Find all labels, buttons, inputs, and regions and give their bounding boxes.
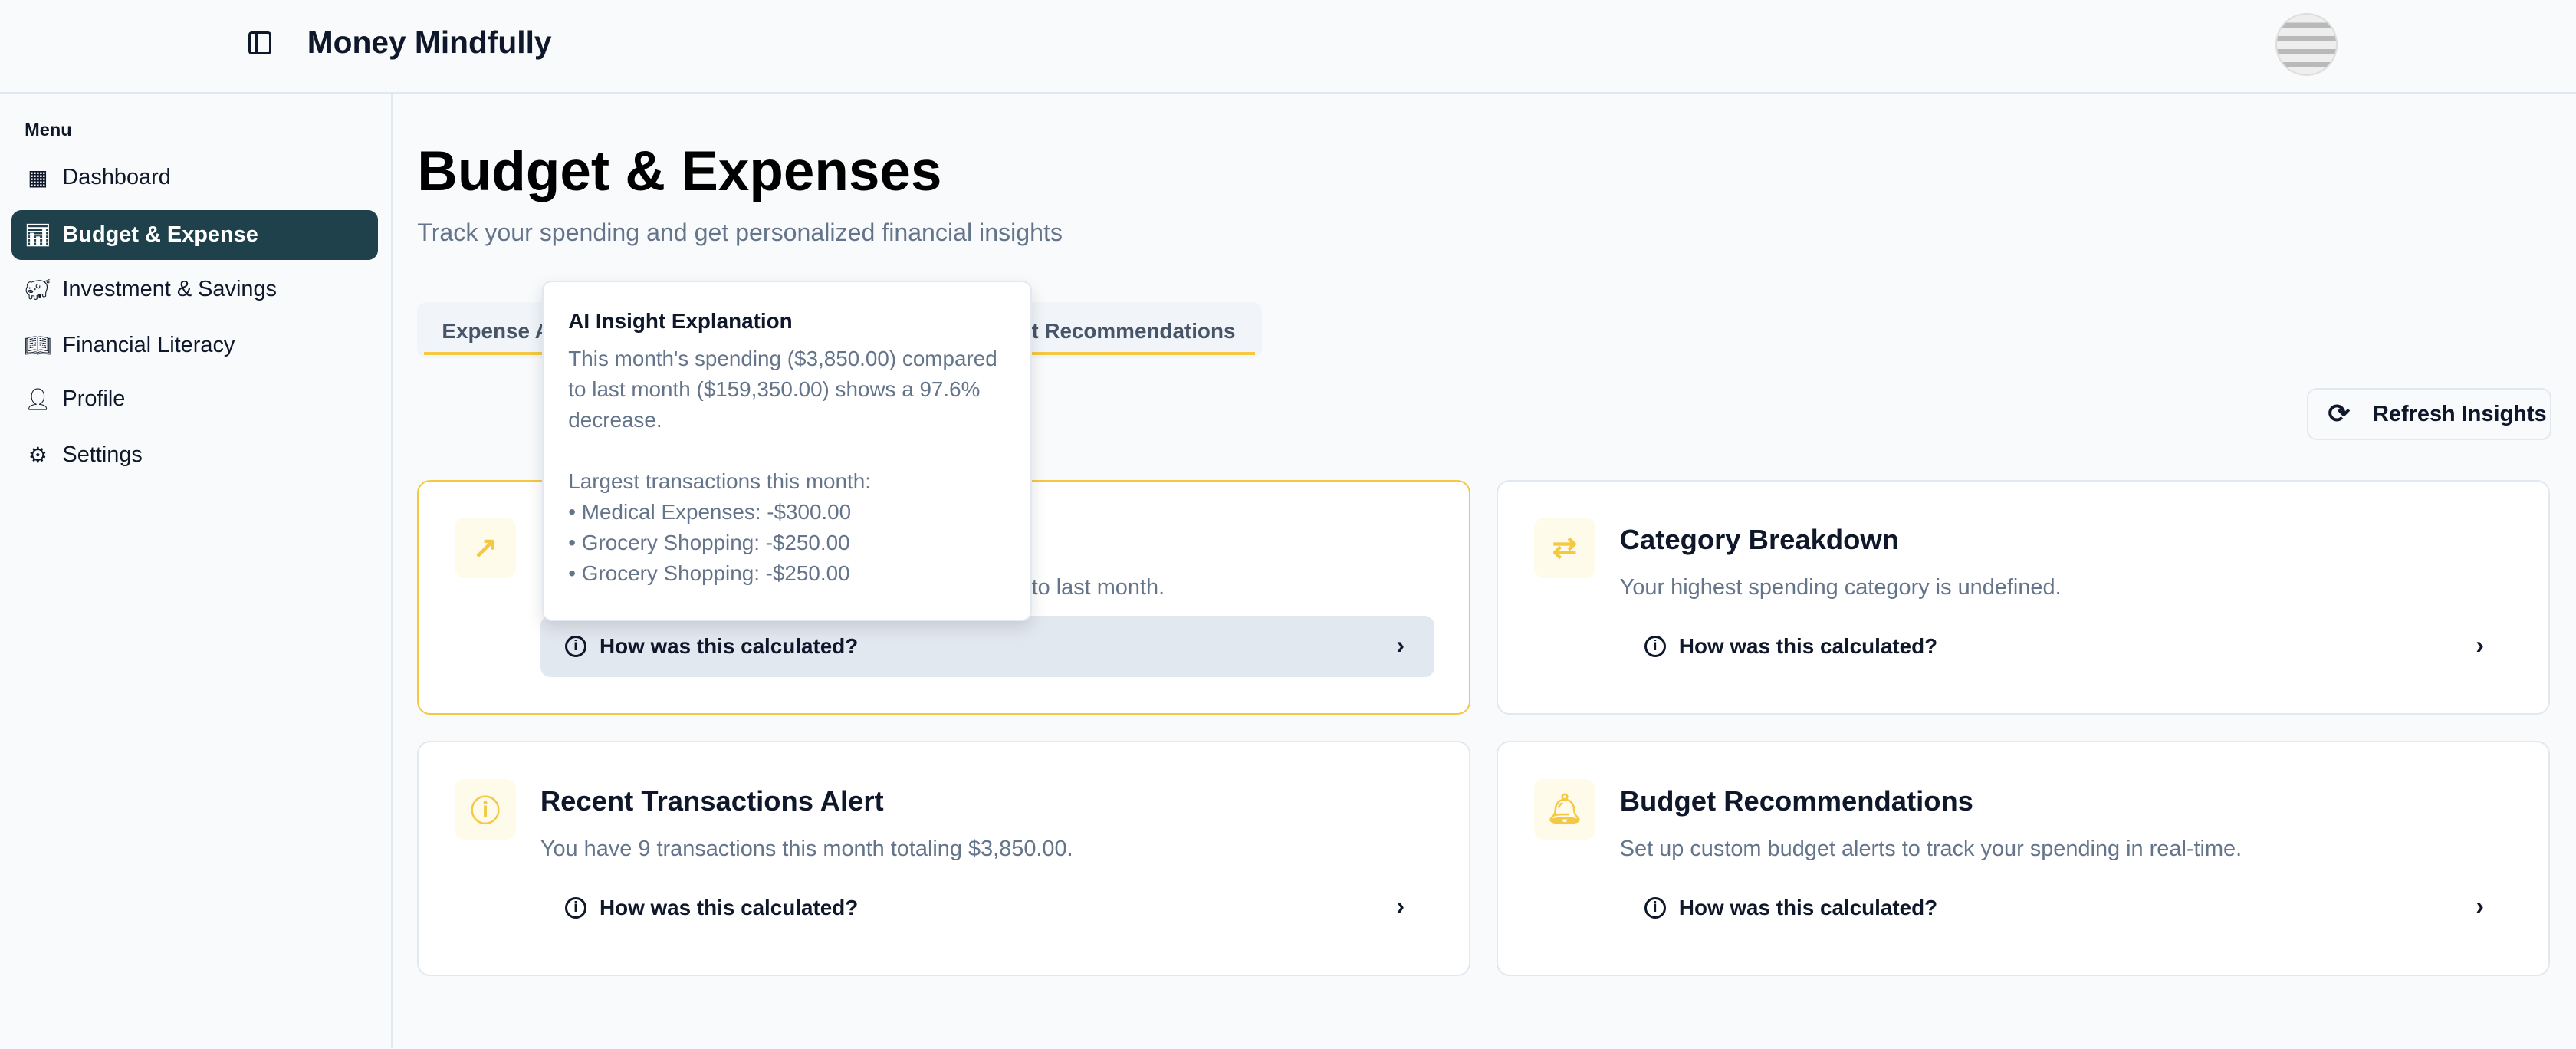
how-calculated-button[interactable]: i How was this calculated? › <box>540 616 1434 677</box>
tooltip-line: This month's spending ($3,850.00) compar… <box>568 346 997 370</box>
info-icon: i <box>564 896 586 919</box>
info-icon: i <box>1644 896 1666 919</box>
app-title: Money Mindfully <box>307 25 552 61</box>
sidebar-toggle-icon[interactable] <box>248 31 271 54</box>
tab-recommendations[interactable]: ct Recommendations <box>1019 318 1236 343</box>
card-description: You have 9 transactions this month total… <box>540 836 1073 861</box>
sidebar-item-budget-expense[interactable]: 📊︎ Budget & Expense <box>12 210 378 260</box>
sidebar-item-profile[interactable]: 👤︎ Profile <box>12 375 378 424</box>
insight-card-transactions: ⓘ Recent Transactions Alert You have 9 t… <box>417 741 1470 976</box>
tooltip-line: • Grocery Shopping: -$250.00 <box>568 531 850 554</box>
card-description: Set up custom budget alerts to track you… <box>1619 836 2242 861</box>
card-title: Category Breakdown <box>1619 524 1899 556</box>
dashboard-icon: ▦ <box>28 165 48 189</box>
how-label: How was this calculated? <box>599 634 859 659</box>
chevron-right-icon: › <box>1396 630 1405 659</box>
insight-explanation-tooltip: AI Insight Explanation This month's spen… <box>542 281 1032 621</box>
info-icon: i <box>1644 636 1666 657</box>
sidebar-item-label: Investment & Savings <box>62 276 277 301</box>
tooltip-line: • Medical Expenses: -$300.00 <box>568 499 852 524</box>
how-label: How was this calculated? <box>1678 634 1938 659</box>
sidebar-item-dashboard[interactable]: ▦ Dashboard <box>12 153 378 202</box>
book-icon: 📖︎ <box>24 333 51 357</box>
how-calculated-button[interactable]: i How was this calculated? › <box>1620 877 2514 938</box>
sidebar-item-label: Profile <box>62 386 126 412</box>
how-label: How was this calculated? <box>1678 895 1938 919</box>
tooltip-line <box>568 436 1005 466</box>
how-calculated-button[interactable]: i How was this calculated? › <box>1620 616 2514 676</box>
how-label: How was this calculated? <box>599 895 859 919</box>
card-description: Your highest spending category is undefi… <box>1619 574 2062 600</box>
piggy-bank-icon: 🐖︎ <box>24 277 51 301</box>
bell-icon: 🔔︎ <box>1534 778 1595 840</box>
info-icon: i <box>564 636 586 657</box>
sidebar-item-label: Financial Literacy <box>62 332 235 357</box>
insight-card-category: ⇄ Category Breakdown Your highest spendi… <box>1497 479 2550 715</box>
refresh-insights-button[interactable]: ⟳ Refresh Insights <box>2306 387 2551 441</box>
chevron-right-icon: › <box>2476 892 2484 920</box>
trending-up-icon: ↗ <box>455 517 516 579</box>
page-title: Budget & Expenses <box>417 140 942 203</box>
refresh-label: Refresh Insights <box>2373 401 2547 426</box>
gear-icon: ⚙ <box>28 443 48 468</box>
top-bar: Money Mindfully <box>0 0 2576 94</box>
how-calculated-button[interactable]: i How was this calculated? › <box>540 877 1434 938</box>
sidebar-item-investment-savings[interactable]: 🐖︎ Investment & Savings <box>12 265 378 314</box>
tab-expense-analysis[interactable]: Expense A <box>442 318 550 343</box>
sidebar-item-label: Dashboard <box>62 164 171 189</box>
repeat-icon: ⇄ <box>1534 517 1595 579</box>
sidebar-item-settings[interactable]: ⚙ Settings <box>12 430 378 479</box>
sidebar-item-label: Budget & Expense <box>62 222 258 247</box>
tooltip-title: AI Insight Explanation <box>568 308 793 333</box>
insight-card-budget: 🔔︎ Budget Recommendations Set up custom … <box>1497 741 2550 976</box>
chevron-right-icon: › <box>2476 630 2484 659</box>
tooltip-line: to last month ($159,350.00) shows a 97.6… <box>568 377 981 401</box>
sidebar: Menu ▦ Dashboard 📊︎ Budget & Expense 🐖︎ Inv… <box>0 94 393 1049</box>
menu-label: Menu <box>25 120 72 140</box>
tooltip-line: Largest transactions this month: <box>568 469 871 493</box>
refresh-icon: ⟳ <box>2328 400 2351 429</box>
page-subtitle: Track your spending and get personalized… <box>417 219 1063 246</box>
user-icon: 👤︎ <box>24 387 51 412</box>
avatar[interactable] <box>2275 13 2338 76</box>
tooltip-line: • Grocery Shopping: -$250.00 <box>568 561 850 586</box>
tooltip-line: decrease. <box>568 407 662 432</box>
card-title: Budget Recommendations <box>1619 785 1973 817</box>
card-description: to last month. <box>1031 574 1165 600</box>
alert-circle-icon: ⓘ <box>455 778 516 840</box>
chevron-right-icon: › <box>1396 892 1405 920</box>
sidebar-item-financial-literacy[interactable]: 📖︎ Financial Literacy <box>12 321 378 370</box>
bar-chart-icon: 📊︎ <box>24 222 51 247</box>
sidebar-item-label: Settings <box>62 442 143 468</box>
card-title: Recent Transactions Alert <box>540 785 884 817</box>
